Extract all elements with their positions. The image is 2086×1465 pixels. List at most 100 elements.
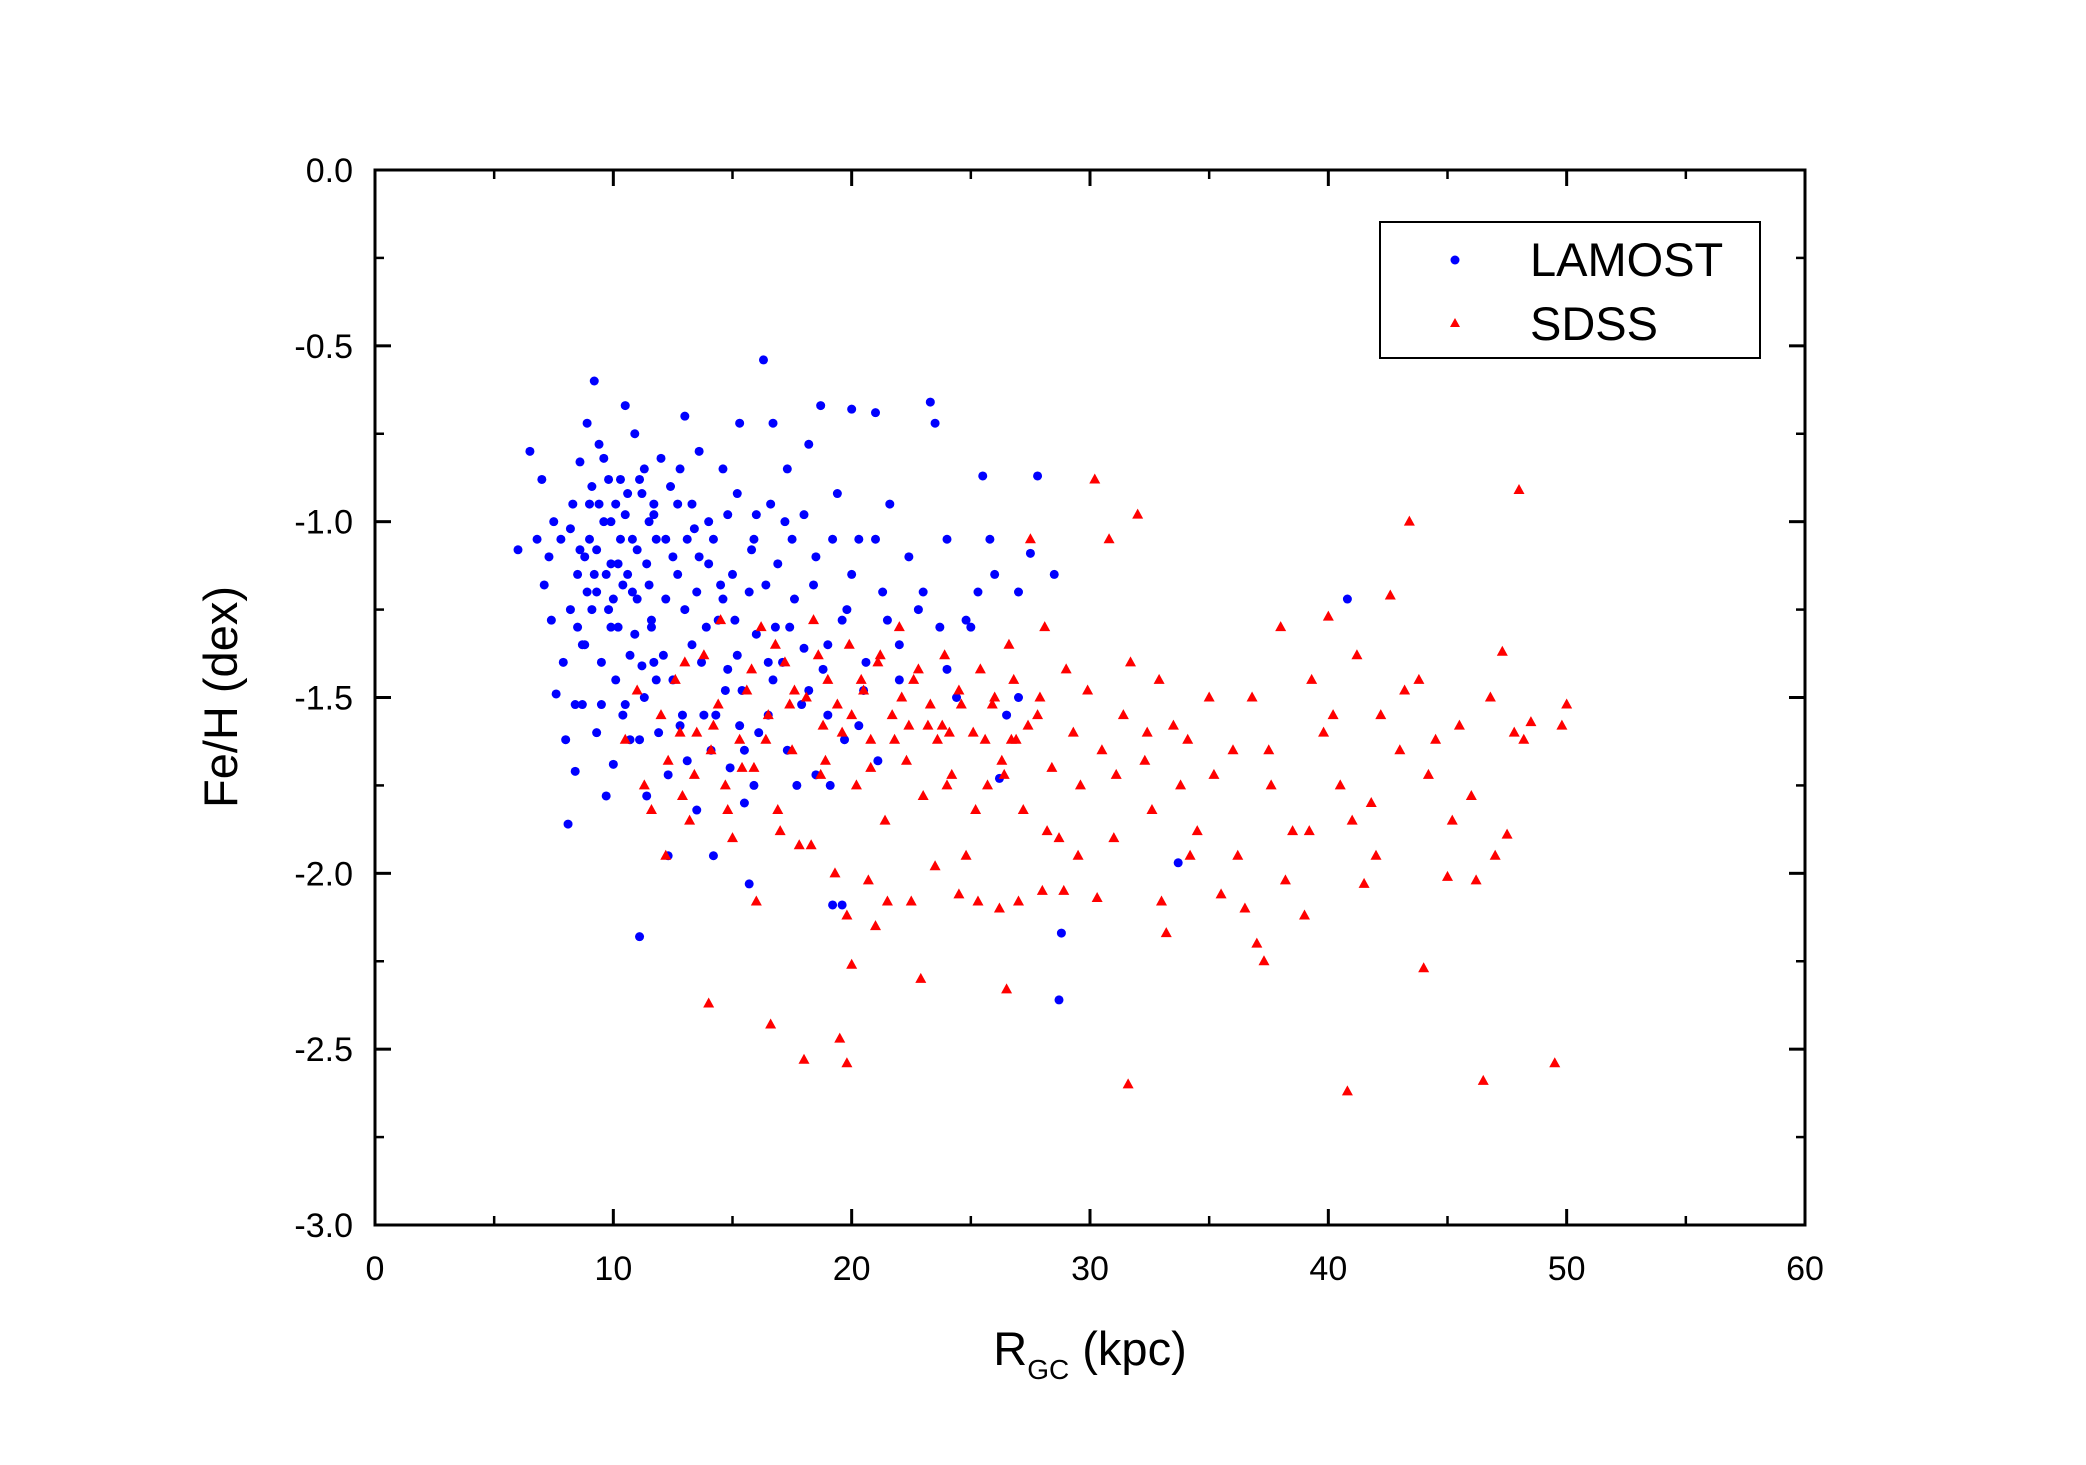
lamost-point (723, 510, 733, 520)
lamost-point (735, 418, 745, 428)
lamost-point (873, 756, 883, 766)
sdss-point (922, 719, 934, 730)
legend-marker-lamost (1450, 255, 1460, 265)
lamost-point (568, 499, 578, 509)
sdss-point (1489, 849, 1501, 860)
sdss-point (1167, 719, 1179, 730)
lamost-point (625, 650, 635, 660)
sdss-point (631, 684, 643, 695)
lamost-point (606, 559, 616, 569)
lamost-point (718, 464, 728, 474)
sdss-point (889, 733, 901, 744)
sdss-point (1175, 779, 1187, 790)
series-lamost (513, 355, 1352, 1005)
sdss-point (786, 744, 798, 755)
sdss-point (1003, 638, 1015, 649)
sdss-point (908, 673, 920, 684)
lamost-point (761, 580, 771, 590)
sdss-point (765, 1018, 777, 1029)
sdss-point (712, 698, 724, 709)
lamost-point (699, 710, 709, 720)
lamost-point (575, 457, 585, 467)
lamost-point (604, 474, 614, 484)
lamost-point (592, 545, 602, 555)
sdss-point (1318, 726, 1330, 737)
lamost-point (637, 489, 647, 499)
lamost-point (739, 745, 749, 755)
lamost-point (1002, 710, 1012, 720)
sdss-point (1549, 1057, 1561, 1068)
lamost-point (677, 710, 687, 720)
lamost-point (646, 622, 656, 632)
lamost-point (1054, 995, 1064, 1005)
sdss-point (1139, 754, 1151, 765)
lamost-point (751, 629, 761, 639)
sdss-point (772, 804, 784, 815)
lamost-point (608, 594, 618, 604)
sdss-point (1413, 673, 1425, 684)
sdss-point (619, 733, 631, 744)
lamost-point (606, 622, 616, 632)
sdss-point (769, 638, 781, 649)
lamost-point (651, 675, 661, 685)
lamost-point (639, 693, 649, 702)
sdss-point (707, 719, 719, 730)
lamost-point (594, 439, 604, 449)
sdss-point (1022, 719, 1034, 730)
sdss-point (903, 719, 915, 730)
lamost-point (599, 517, 609, 527)
lamost-point (704, 517, 714, 527)
sdss-point (939, 649, 951, 660)
lamost-point (608, 759, 618, 769)
sdss-point (1265, 779, 1277, 790)
lamost-point (580, 552, 590, 562)
lamost-point (749, 780, 759, 790)
sdss-point (1275, 621, 1287, 632)
lamost-point (675, 464, 685, 474)
lamost-point (809, 580, 819, 590)
lamost-point (904, 552, 914, 562)
lamost-point (680, 411, 690, 421)
lamost-point (582, 418, 592, 428)
sdss-point (1096, 744, 1108, 755)
sdss-point (1184, 849, 1196, 860)
lamost-point (832, 489, 842, 499)
lamost-point (632, 594, 642, 604)
lamost-point (942, 534, 952, 544)
sdss-point (986, 698, 998, 709)
sdss-point (1005, 733, 1017, 744)
lamost-point (589, 569, 599, 579)
lamost-point (985, 534, 995, 544)
sdss-point (955, 698, 967, 709)
sdss-point (1156, 895, 1167, 906)
sdss-point (1108, 832, 1120, 843)
sdss-point (1246, 691, 1258, 702)
sdss-point (881, 895, 893, 906)
sdss-point (736, 761, 748, 772)
lamost-point (587, 482, 597, 491)
lamost-point (549, 517, 559, 527)
lamost-point (649, 499, 659, 509)
x-tick-label: 30 (1071, 1250, 1109, 1288)
lamost-point (673, 569, 683, 579)
lamost-point (918, 587, 928, 597)
lamost-point (952, 693, 962, 702)
lamost-point (687, 499, 697, 509)
sdss-point (900, 754, 912, 765)
sdss-point (1287, 825, 1299, 836)
x-tick-label: 0 (366, 1250, 385, 1288)
lamost-point (1342, 594, 1352, 604)
sdss-point (817, 719, 829, 730)
lamost-point (630, 429, 640, 439)
sdss-point (1370, 849, 1382, 860)
sdss-point (793, 839, 805, 850)
lamost-point (663, 770, 673, 780)
sdss-point (815, 768, 827, 779)
lamost-point (668, 552, 678, 562)
sdss-point (1146, 804, 1158, 815)
lamost-point (735, 721, 745, 731)
sdss-point (1034, 691, 1046, 702)
sdss-point (660, 849, 672, 860)
lamost-point (692, 805, 702, 815)
sdss-point (645, 804, 657, 815)
